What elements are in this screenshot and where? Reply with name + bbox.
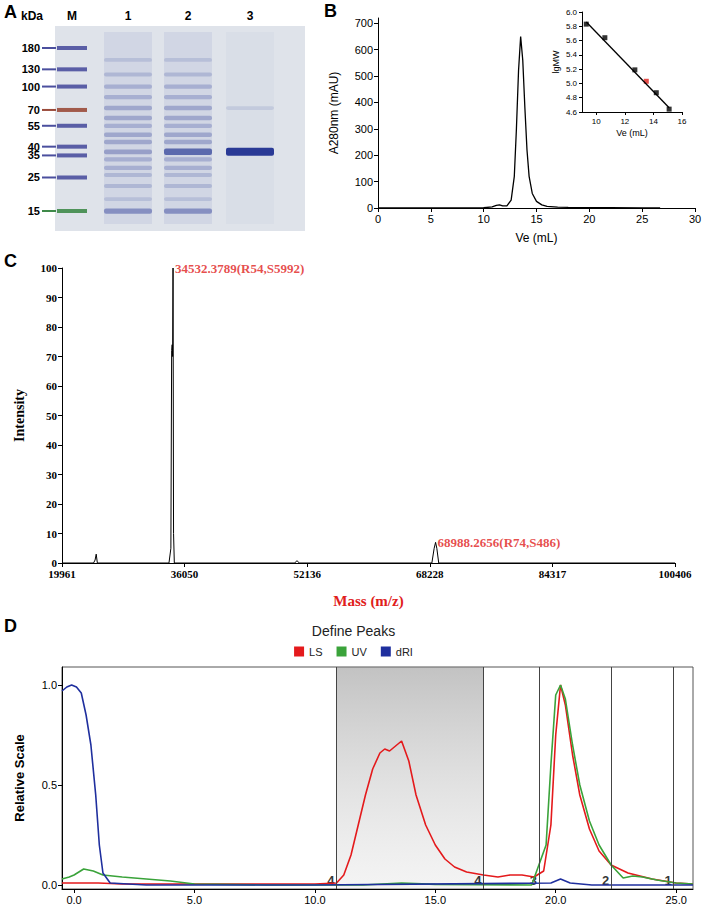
svg-text:68988.2656(R74,S486): 68988.2656(R74,S486) (438, 535, 561, 550)
svg-text:100: 100 (355, 176, 373, 188)
svg-text:Ve (mL): Ve (mL) (515, 231, 557, 245)
svg-text:200: 200 (355, 149, 373, 161)
svg-text:5.6: 5.6 (566, 36, 578, 45)
svg-text:52136: 52136 (293, 568, 321, 580)
svg-text:kDa: kDa (21, 9, 43, 23)
svg-text:0: 0 (375, 213, 381, 225)
svg-text:10: 10 (478, 213, 490, 225)
svg-text:2: 2 (185, 9, 192, 23)
svg-text:6.0: 6.0 (566, 8, 578, 17)
svg-text:15: 15 (28, 205, 40, 217)
svg-text:4.8: 4.8 (566, 93, 578, 102)
svg-text:80: 80 (46, 321, 58, 333)
svg-text:UV: UV (352, 646, 368, 658)
svg-text:M: M (67, 9, 77, 23)
svg-text:40: 40 (46, 439, 58, 451)
svg-text:Ve (mL): Ve (mL) (616, 128, 648, 138)
svg-text:C: C (4, 251, 17, 271)
svg-text:16: 16 (678, 117, 687, 126)
svg-text:100: 100 (41, 262, 58, 274)
svg-text:30: 30 (689, 213, 701, 225)
svg-text:Intensity: Intensity (12, 389, 27, 442)
svg-text:35: 35 (28, 149, 40, 161)
svg-text:15: 15 (530, 213, 542, 225)
svg-text:25: 25 (636, 213, 648, 225)
svg-text:3: 3 (529, 872, 537, 888)
svg-text:12: 12 (620, 117, 629, 126)
svg-text:20: 20 (46, 498, 58, 510)
svg-text:500: 500 (355, 70, 373, 82)
svg-text:70: 70 (28, 104, 40, 116)
svg-text:3: 3 (247, 9, 254, 23)
svg-text:10: 10 (592, 117, 601, 126)
svg-text:20: 20 (583, 213, 595, 225)
svg-text:lgMW: lgMW (551, 50, 561, 74)
svg-text:5.0: 5.0 (566, 79, 578, 88)
svg-text:600: 600 (355, 44, 373, 56)
svg-text:14: 14 (649, 117, 658, 126)
svg-text:B: B (324, 1, 337, 21)
svg-text:D: D (4, 616, 17, 636)
svg-text:1: 1 (125, 9, 132, 23)
svg-text:40: 40 (27, 140, 40, 153)
svg-text:300: 300 (355, 123, 373, 135)
svg-text:0.0: 0.0 (42, 879, 57, 891)
svg-text:A: A (4, 2, 17, 22)
svg-text:50: 50 (46, 410, 58, 422)
svg-text:1: 1 (664, 872, 672, 888)
svg-text:25: 25 (28, 171, 40, 183)
svg-text:34532.3789(R54,S5992): 34532.3789(R54,S5992) (175, 261, 304, 276)
svg-text:0: 0 (51, 557, 57, 569)
svg-text:130: 130 (22, 63, 40, 75)
svg-text:19961: 19961 (48, 568, 76, 580)
svg-text:5.8: 5.8 (566, 22, 578, 31)
svg-text:0.0: 0.0 (66, 894, 81, 906)
svg-text:5.0: 5.0 (187, 894, 202, 906)
svg-text:30: 30 (46, 469, 58, 481)
svg-text:10.0: 10.0 (304, 894, 325, 906)
svg-text:90: 90 (46, 292, 58, 304)
svg-text:Mass (m/z): Mass (m/z) (333, 593, 403, 610)
svg-text:60: 60 (46, 380, 58, 392)
svg-text:1.0: 1.0 (42, 679, 57, 691)
svg-text:0.5: 0.5 (42, 779, 57, 791)
svg-text:70: 70 (46, 351, 58, 363)
svg-text:Define Peaks: Define Peaks (312, 623, 395, 639)
svg-text:36050: 36050 (171, 568, 199, 580)
svg-text:400: 400 (355, 96, 373, 108)
svg-text:25.0: 25.0 (665, 894, 686, 906)
svg-text:180: 180 (22, 42, 40, 54)
svg-text:5: 5 (428, 213, 434, 225)
svg-text:4.6: 4.6 (566, 108, 578, 117)
svg-text:4: 4 (327, 872, 335, 888)
svg-text:LS: LS (309, 646, 322, 658)
svg-text:2: 2 (601, 872, 610, 888)
svg-text:84317: 84317 (539, 568, 567, 580)
svg-text:700: 700 (355, 17, 373, 29)
svg-text:0: 0 (367, 202, 373, 214)
svg-text:5.2: 5.2 (566, 65, 578, 74)
svg-text:100406: 100406 (659, 568, 693, 580)
svg-text:10: 10 (46, 528, 58, 540)
svg-text:20.0: 20.0 (545, 894, 566, 906)
svg-text:dRI: dRI (396, 646, 413, 658)
svg-text:55: 55 (28, 120, 40, 132)
svg-text:100: 100 (22, 81, 40, 93)
svg-text:Relative Scale: Relative Scale (12, 734, 27, 821)
svg-text:A280nm (mAU): A280nm (mAU) (327, 72, 341, 155)
svg-text:15.0: 15.0 (425, 894, 446, 906)
svg-text:5.4: 5.4 (566, 50, 578, 59)
svg-text:68228: 68228 (416, 568, 444, 580)
